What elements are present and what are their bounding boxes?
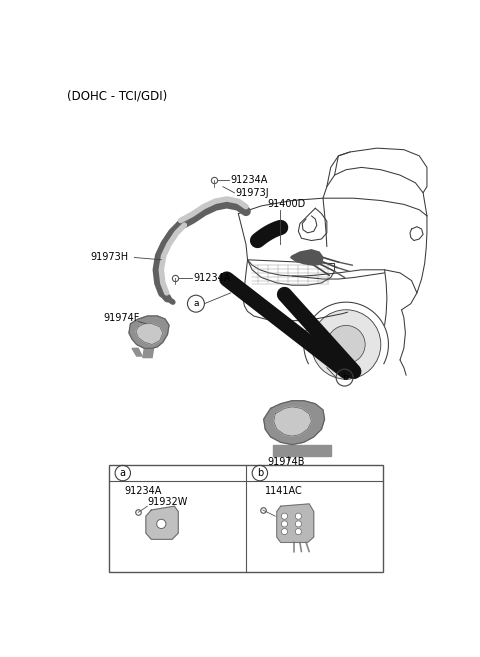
Polygon shape <box>129 316 169 348</box>
Polygon shape <box>264 401 324 445</box>
Polygon shape <box>317 445 331 456</box>
Text: 91973J: 91973J <box>235 188 269 198</box>
Circle shape <box>295 528 301 535</box>
Circle shape <box>295 521 301 527</box>
Circle shape <box>295 513 301 519</box>
Text: (DOHC - TCI/GDI): (DOHC - TCI/GDI) <box>67 89 168 102</box>
Circle shape <box>281 513 288 519</box>
Circle shape <box>327 325 365 363</box>
Text: 1141AC: 1141AC <box>265 486 303 496</box>
Text: 91974B: 91974B <box>267 457 305 467</box>
Text: 91973H: 91973H <box>90 252 129 263</box>
Text: 91234A: 91234A <box>124 486 162 496</box>
Text: 91974F: 91974F <box>104 313 140 323</box>
Polygon shape <box>146 506 178 539</box>
Polygon shape <box>303 445 317 456</box>
Polygon shape <box>136 324 163 344</box>
Circle shape <box>156 519 166 528</box>
Text: b: b <box>257 468 263 478</box>
Text: 91234A: 91234A <box>230 175 268 185</box>
Text: 91400D: 91400D <box>267 198 306 208</box>
Text: a: a <box>193 299 199 308</box>
Polygon shape <box>277 504 314 543</box>
Polygon shape <box>288 445 302 456</box>
Text: b: b <box>342 373 348 382</box>
Polygon shape <box>274 407 312 436</box>
Polygon shape <box>109 465 383 572</box>
Polygon shape <box>291 250 323 265</box>
Text: a: a <box>120 468 126 478</box>
Polygon shape <box>132 348 142 356</box>
Text: 91932W: 91932W <box>147 497 188 507</box>
Circle shape <box>281 521 288 527</box>
Text: 91234A: 91234A <box>193 273 231 283</box>
Polygon shape <box>273 445 288 456</box>
Polygon shape <box>143 348 154 357</box>
Circle shape <box>312 309 381 379</box>
Circle shape <box>281 528 288 535</box>
